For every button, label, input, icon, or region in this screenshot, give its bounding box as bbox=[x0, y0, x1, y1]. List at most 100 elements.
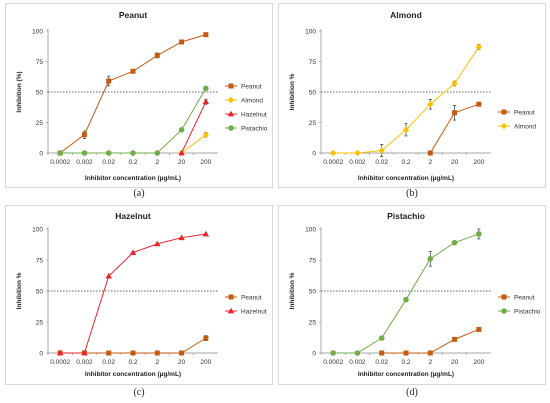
panel-label-a: (a) bbox=[133, 188, 145, 199]
data-point-pistachio bbox=[403, 296, 409, 303]
x-tick-label: 0.2 bbox=[128, 159, 137, 166]
legend-marker bbox=[227, 96, 235, 104]
data-point-peanut bbox=[452, 336, 458, 342]
y-tick-label: 25 bbox=[309, 320, 317, 327]
x-tick-label: 2 bbox=[155, 159, 159, 166]
x-tick-label: 200 bbox=[473, 159, 484, 166]
series-line-hazelnut bbox=[181, 101, 207, 154]
legend-item-pistachio: Pistachio bbox=[225, 125, 268, 133]
data-point-pistachio bbox=[451, 239, 458, 246]
data-point-hazelnut bbox=[56, 349, 64, 356]
data-point-peanut bbox=[476, 101, 482, 107]
data-point-peanut bbox=[154, 52, 160, 58]
panel-label-c: (c) bbox=[133, 387, 145, 398]
series-peanut bbox=[427, 101, 482, 156]
chart-title: Pistachio bbox=[387, 211, 425, 221]
data-point-peanut bbox=[427, 150, 433, 156]
series-line-almond bbox=[333, 46, 480, 154]
data-point-peanut bbox=[130, 350, 136, 356]
legend-item-almond: Almond bbox=[498, 122, 536, 131]
data-point-pistachio bbox=[178, 127, 185, 133]
data-point-pistachio bbox=[330, 350, 336, 356]
legend-item-peanut: Peanut bbox=[498, 294, 535, 302]
series-hazelnut bbox=[56, 230, 210, 356]
data-point-almond bbox=[378, 147, 385, 154]
y-tick-label: 25 bbox=[309, 120, 317, 127]
x-tick-label: 0.2 bbox=[401, 159, 410, 166]
series-pistachio bbox=[57, 85, 209, 156]
legend: Peanut Almond Hazelnut Pistachio bbox=[225, 83, 268, 133]
x-tick-label: 20 bbox=[451, 359, 459, 366]
x-tick-label: 200 bbox=[200, 359, 211, 366]
chart-peanut: Peanut 0 25 50 75 100 0.0002 0.002 0.02 0.2 2 20 200… bbox=[16, 10, 268, 182]
y-tick-label: 0 bbox=[312, 151, 316, 158]
legend-marker bbox=[227, 307, 235, 314]
legend-marker bbox=[501, 109, 507, 115]
x-tick-label: 0.2 bbox=[128, 359, 137, 366]
y-axis-label: Inhibition % bbox=[289, 73, 296, 110]
series-line-almond bbox=[181, 134, 207, 154]
legend-marker bbox=[501, 294, 507, 300]
x-tick-label: 200 bbox=[200, 159, 211, 166]
data-point-hazelnut bbox=[202, 230, 210, 237]
data-point-peanut bbox=[154, 350, 160, 356]
x-tick-label: 0.002 bbox=[76, 359, 93, 366]
y-tick-label: 50 bbox=[309, 289, 317, 296]
x-tick-label: 20 bbox=[451, 159, 459, 166]
data-point-hazelnut bbox=[178, 234, 185, 241]
y-tick-label: 0 bbox=[39, 151, 43, 158]
y-axis-label: Inhibition (%) bbox=[16, 71, 23, 112]
data-point-pistachio bbox=[203, 85, 209, 92]
chart-title: Hazelnut bbox=[115, 211, 151, 221]
y-tick-label: 25 bbox=[36, 320, 44, 327]
series-line-pistachio bbox=[333, 233, 480, 354]
chart-almond: Almond 0 25 50 75 100 0.0002 0.002 0.02 0.2 2 20 200… bbox=[289, 10, 536, 182]
data-point-peanut bbox=[476, 326, 482, 332]
data-point-peanut bbox=[427, 350, 433, 356]
data-point-peanut bbox=[379, 350, 385, 356]
y-tick-label: 100 bbox=[305, 227, 316, 234]
series-pistachio bbox=[330, 228, 482, 356]
data-point-almond bbox=[475, 43, 483, 51]
data-point-almond bbox=[202, 131, 210, 138]
data-point-hazelnut bbox=[129, 249, 137, 255]
data-point-peanut bbox=[106, 78, 112, 84]
x-tick-label: 0.0002 bbox=[50, 359, 70, 366]
x-tick-label: 0.0002 bbox=[323, 159, 343, 166]
x-tick-label: 0.002 bbox=[76, 159, 93, 166]
legend-item-peanut: Peanut bbox=[498, 109, 535, 117]
data-point-pistachio bbox=[130, 150, 136, 156]
series-almond bbox=[329, 43, 483, 158]
chart-title: Almond bbox=[390, 10, 422, 20]
legend: Peanut Hazelnut bbox=[225, 294, 267, 316]
data-point-pistachio bbox=[354, 350, 361, 356]
legend-label: Peanut bbox=[241, 84, 262, 91]
legend-item-almond: Almond bbox=[225, 96, 263, 105]
data-point-pistachio bbox=[57, 150, 63, 156]
legend-marker bbox=[228, 294, 234, 300]
data-point-hazelnut bbox=[154, 240, 161, 247]
x-tick-label: 0.02 bbox=[375, 159, 388, 166]
data-point-hazelnut bbox=[178, 149, 185, 156]
y-tick-label: 50 bbox=[36, 289, 44, 296]
x-tick-label: 0.02 bbox=[375, 359, 388, 366]
series-hazelnut bbox=[178, 98, 210, 156]
x-tick-label: 0.0002 bbox=[50, 159, 70, 166]
y-tick-label: 100 bbox=[32, 227, 43, 234]
chart-pistachio: Pistachio 0 25 50 75 100 0.0002 0.002 0.02 0.2 2 20… bbox=[289, 211, 541, 378]
x-axis-label: Inhibitor concentration (µg/mL) bbox=[85, 371, 181, 378]
chart-frame-b bbox=[278, 3, 546, 188]
x-axis-label: Inhibitor concentration (µg/mL) bbox=[85, 175, 181, 182]
y-axis-label: Inhibition % bbox=[289, 272, 296, 309]
y-tick-label: 25 bbox=[36, 120, 44, 127]
y-tick-label: 50 bbox=[36, 90, 44, 97]
x-tick-label: 2 bbox=[155, 359, 159, 366]
y-tick-label: 75 bbox=[309, 59, 317, 66]
legend-marker bbox=[501, 308, 507, 314]
data-point-almond bbox=[354, 149, 361, 157]
chart-hazelnut: Hazelnut 0 25 50 75 100 0.0002 0.002 0.02 0.2 2 20 2… bbox=[16, 211, 267, 378]
data-point-peanut bbox=[403, 350, 409, 356]
data-point-peanut bbox=[130, 68, 136, 74]
data-point-peanut bbox=[179, 350, 185, 356]
data-point-peanut bbox=[179, 39, 185, 45]
